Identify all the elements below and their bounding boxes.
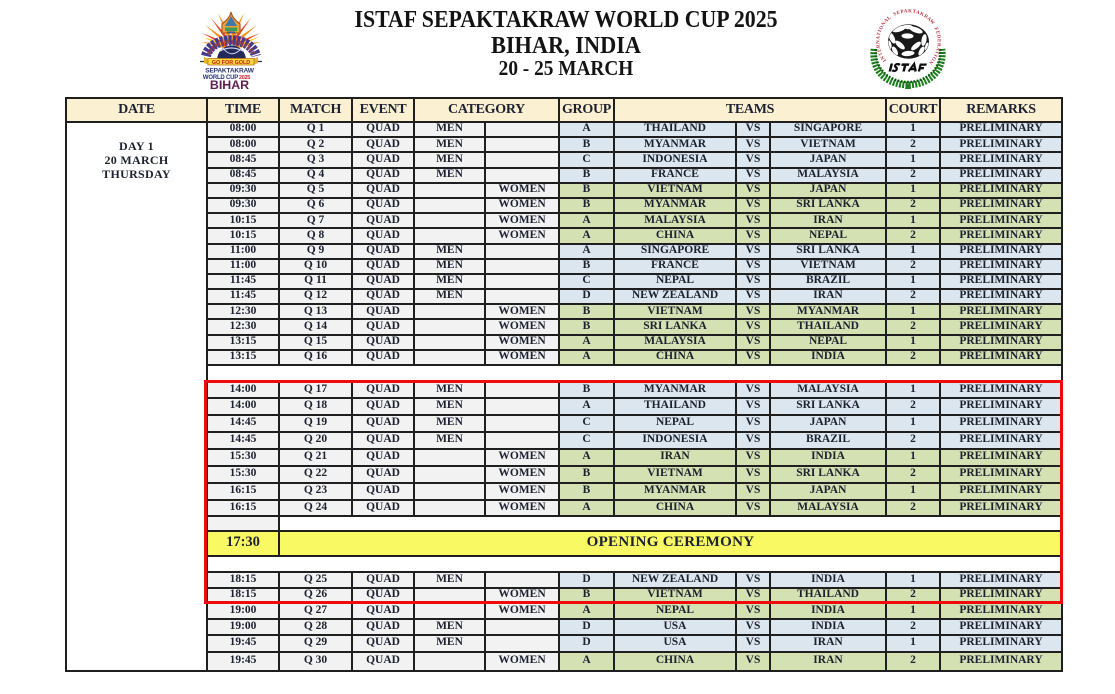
svg-text:2025: 2025 — [239, 75, 250, 81]
svg-text:WORLD CUP: WORLD CUP — [203, 75, 238, 81]
svg-text:BIHAR: BIHAR — [210, 78, 249, 92]
svg-text:SEPAKTAKRAW: SEPAKTAKRAW — [205, 67, 254, 74]
svg-text:GO FOR GOLD: GO FOR GOLD — [212, 60, 250, 66]
